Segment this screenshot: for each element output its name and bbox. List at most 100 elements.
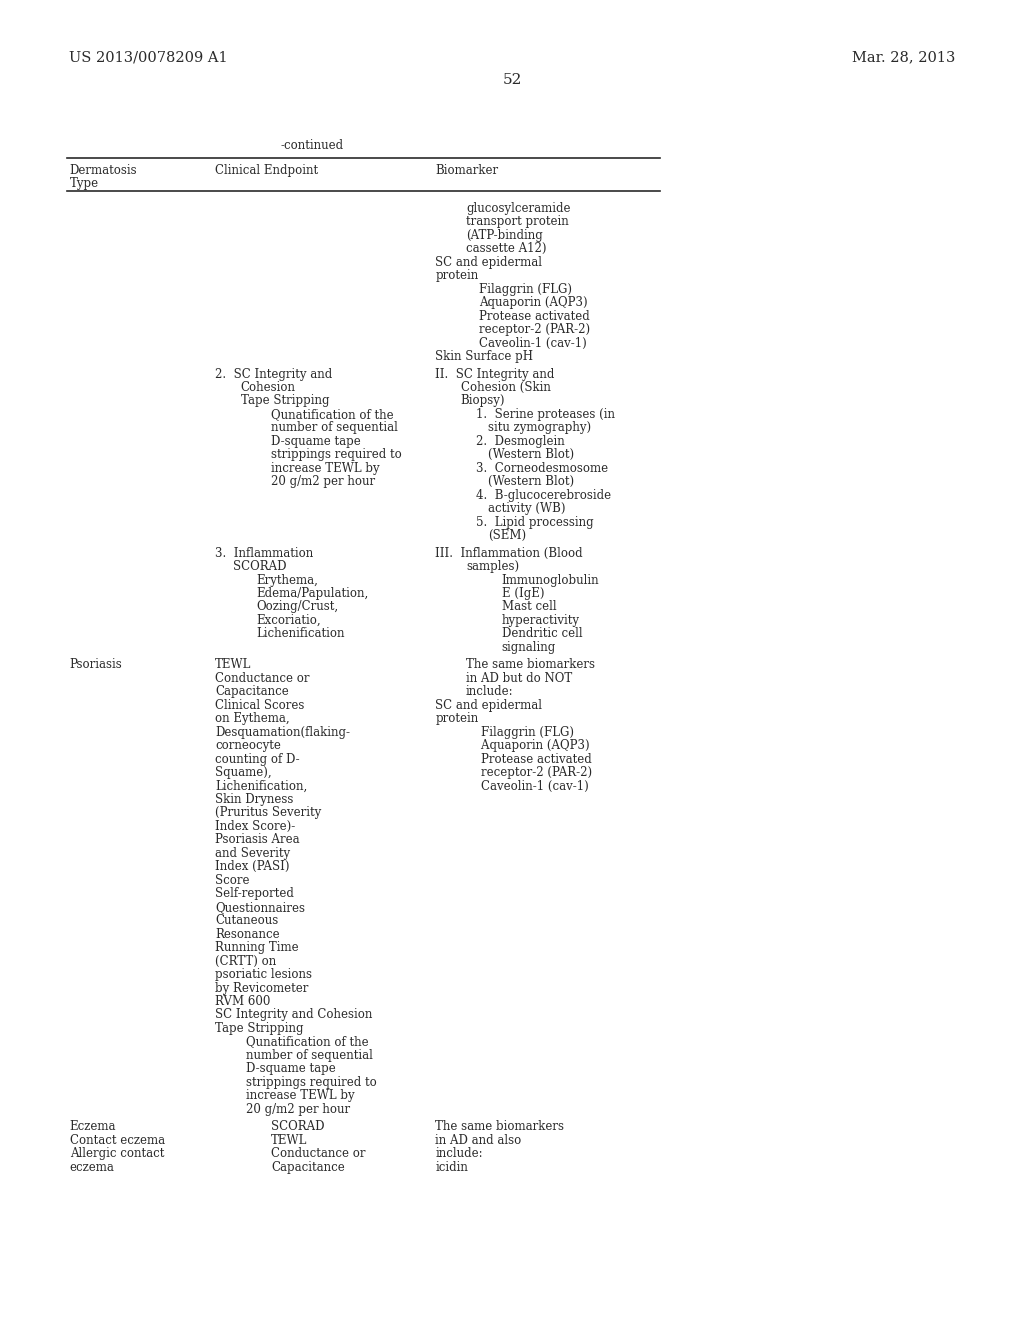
Text: and Severity: and Severity: [215, 847, 290, 859]
Text: 2.  SC Integrity and: 2. SC Integrity and: [215, 367, 333, 380]
Text: Allergic contact: Allergic contact: [70, 1147, 164, 1160]
Text: The same biomarkers: The same biomarkers: [466, 659, 595, 672]
Text: SC Integrity and Cohesion: SC Integrity and Cohesion: [215, 1008, 373, 1022]
Text: receptor-2 (PAR-2): receptor-2 (PAR-2): [466, 766, 592, 779]
Text: include:: include:: [435, 1147, 483, 1160]
Text: include:: include:: [466, 685, 514, 698]
Text: 20 g/m2 per hour: 20 g/m2 per hour: [246, 1102, 350, 1115]
Text: number of sequential: number of sequential: [246, 1049, 373, 1061]
Text: Skin Dryness: Skin Dryness: [215, 793, 294, 807]
Text: Erythema,: Erythema,: [256, 574, 317, 586]
Text: (CRTT) on: (CRTT) on: [215, 954, 276, 968]
Text: 3.  Corneodesmosome: 3. Corneodesmosome: [476, 462, 608, 475]
Text: Eczema: Eczema: [70, 1121, 116, 1133]
Text: Psoriasis: Psoriasis: [70, 659, 123, 672]
Text: Protease activated: Protease activated: [479, 310, 590, 322]
Text: Caveolin-1 (cav-1): Caveolin-1 (cav-1): [479, 337, 587, 350]
Text: strippings required to: strippings required to: [271, 449, 402, 462]
Text: 2.  Desmoglein: 2. Desmoglein: [476, 434, 565, 447]
Text: Contact eczema: Contact eczema: [70, 1134, 165, 1147]
Text: signaling: signaling: [502, 642, 556, 653]
Text: SCORAD: SCORAD: [271, 1121, 325, 1133]
Text: situ zymography): situ zymography): [488, 421, 592, 434]
Text: US 2013/0078209 A1: US 2013/0078209 A1: [69, 50, 227, 65]
Text: transport protein: transport protein: [466, 215, 568, 228]
Text: eczema: eczema: [70, 1160, 115, 1173]
Text: 4.  B-glucocerebroside: 4. B-glucocerebroside: [476, 488, 611, 502]
Text: TEWL: TEWL: [215, 659, 252, 672]
Text: by Revicometer: by Revicometer: [215, 982, 308, 994]
Text: III.  Inflammation (Blood: III. Inflammation (Blood: [435, 546, 583, 560]
Text: Capacitance: Capacitance: [215, 685, 289, 698]
Text: 20 g/m2 per hour: 20 g/m2 per hour: [271, 475, 376, 488]
Text: Clinical Endpoint: Clinical Endpoint: [215, 164, 318, 177]
Text: Lichenification,: Lichenification,: [215, 780, 307, 792]
Text: (Western Blot): (Western Blot): [488, 449, 574, 462]
Text: Aquaporin (AQP3): Aquaporin (AQP3): [466, 739, 590, 752]
Text: Oozing/Crust,: Oozing/Crust,: [256, 601, 338, 614]
Text: Dendritic cell: Dendritic cell: [502, 627, 583, 640]
Text: E (IgE): E (IgE): [502, 587, 545, 601]
Text: counting of D-: counting of D-: [215, 752, 300, 766]
Text: 52: 52: [503, 73, 521, 87]
Text: D-squame tape: D-squame tape: [246, 1063, 336, 1076]
Text: (ATP-binding: (ATP-binding: [466, 228, 543, 242]
Text: Conductance or: Conductance or: [215, 672, 309, 685]
Text: II.  SC Integrity and: II. SC Integrity and: [435, 367, 555, 380]
Text: Cutaneous: Cutaneous: [215, 915, 279, 927]
Text: Protease activated: Protease activated: [466, 752, 592, 766]
Text: glucosylceramide: glucosylceramide: [466, 202, 570, 215]
Text: Skin Surface pH: Skin Surface pH: [435, 350, 534, 363]
Text: Edema/Papulation,: Edema/Papulation,: [256, 587, 369, 601]
Text: Resonance: Resonance: [215, 928, 280, 941]
Text: SC and epidermal: SC and epidermal: [435, 256, 542, 269]
Text: protein: protein: [435, 269, 478, 282]
Text: TEWL: TEWL: [271, 1134, 308, 1147]
Text: psoriatic lesions: psoriatic lesions: [215, 968, 312, 981]
Text: RVM 600: RVM 600: [215, 995, 270, 1008]
Text: (Pruritus Severity: (Pruritus Severity: [215, 807, 322, 820]
Text: Biomarker: Biomarker: [435, 164, 499, 177]
Text: icidin: icidin: [435, 1160, 468, 1173]
Text: cassette A12): cassette A12): [466, 243, 547, 255]
Text: activity (WB): activity (WB): [488, 502, 566, 515]
Text: 3.  Inflammation: 3. Inflammation: [215, 546, 313, 560]
Text: Index (PASI): Index (PASI): [215, 861, 290, 874]
Text: Psoriasis Area: Psoriasis Area: [215, 833, 300, 846]
Text: Squame),: Squame),: [215, 766, 271, 779]
Text: D-squame tape: D-squame tape: [271, 434, 361, 447]
Text: Capacitance: Capacitance: [271, 1160, 345, 1173]
Text: SC and epidermal: SC and epidermal: [435, 698, 542, 711]
Text: (Western Blot): (Western Blot): [488, 475, 574, 488]
Text: Qunatification of the: Qunatification of the: [271, 408, 394, 421]
Text: Index Score)-: Index Score)-: [215, 820, 295, 833]
Text: samples): samples): [466, 560, 519, 573]
Text: Filaggrin (FLG): Filaggrin (FLG): [479, 282, 572, 296]
Text: Mast cell: Mast cell: [502, 601, 556, 614]
Text: Score: Score: [215, 874, 250, 887]
Text: (SEM): (SEM): [488, 529, 526, 543]
Text: Clinical Scores: Clinical Scores: [215, 698, 304, 711]
Text: Dermatosis: Dermatosis: [70, 164, 137, 177]
Text: Immunoglobulin: Immunoglobulin: [502, 574, 599, 586]
Text: number of sequential: number of sequential: [271, 421, 398, 434]
Text: Running Time: Running Time: [215, 941, 299, 954]
Text: Filaggrin (FLG): Filaggrin (FLG): [466, 726, 573, 739]
Text: protein: protein: [435, 713, 478, 725]
Text: 5.  Lipid processing: 5. Lipid processing: [476, 516, 594, 529]
Text: receptor-2 (PAR-2): receptor-2 (PAR-2): [479, 323, 591, 337]
Text: Caveolin-1 (cav-1): Caveolin-1 (cav-1): [466, 780, 589, 792]
Text: Desquamation(flaking-: Desquamation(flaking-: [215, 726, 350, 739]
Text: Tape Stripping: Tape Stripping: [215, 1022, 303, 1035]
Text: Aquaporin (AQP3): Aquaporin (AQP3): [479, 296, 588, 309]
Text: 1.  Serine proteases (in: 1. Serine proteases (in: [476, 408, 615, 421]
Text: Type: Type: [70, 177, 98, 190]
Text: strippings required to: strippings required to: [246, 1076, 377, 1089]
Text: Biopsy): Biopsy): [461, 395, 505, 408]
Text: Tape Stripping: Tape Stripping: [241, 395, 329, 408]
Text: -continued: -continued: [281, 139, 344, 152]
Text: Lichenification: Lichenification: [256, 627, 344, 640]
Text: The same biomarkers: The same biomarkers: [435, 1121, 564, 1133]
Text: increase TEWL by: increase TEWL by: [246, 1089, 354, 1102]
Text: increase TEWL by: increase TEWL by: [271, 462, 380, 475]
